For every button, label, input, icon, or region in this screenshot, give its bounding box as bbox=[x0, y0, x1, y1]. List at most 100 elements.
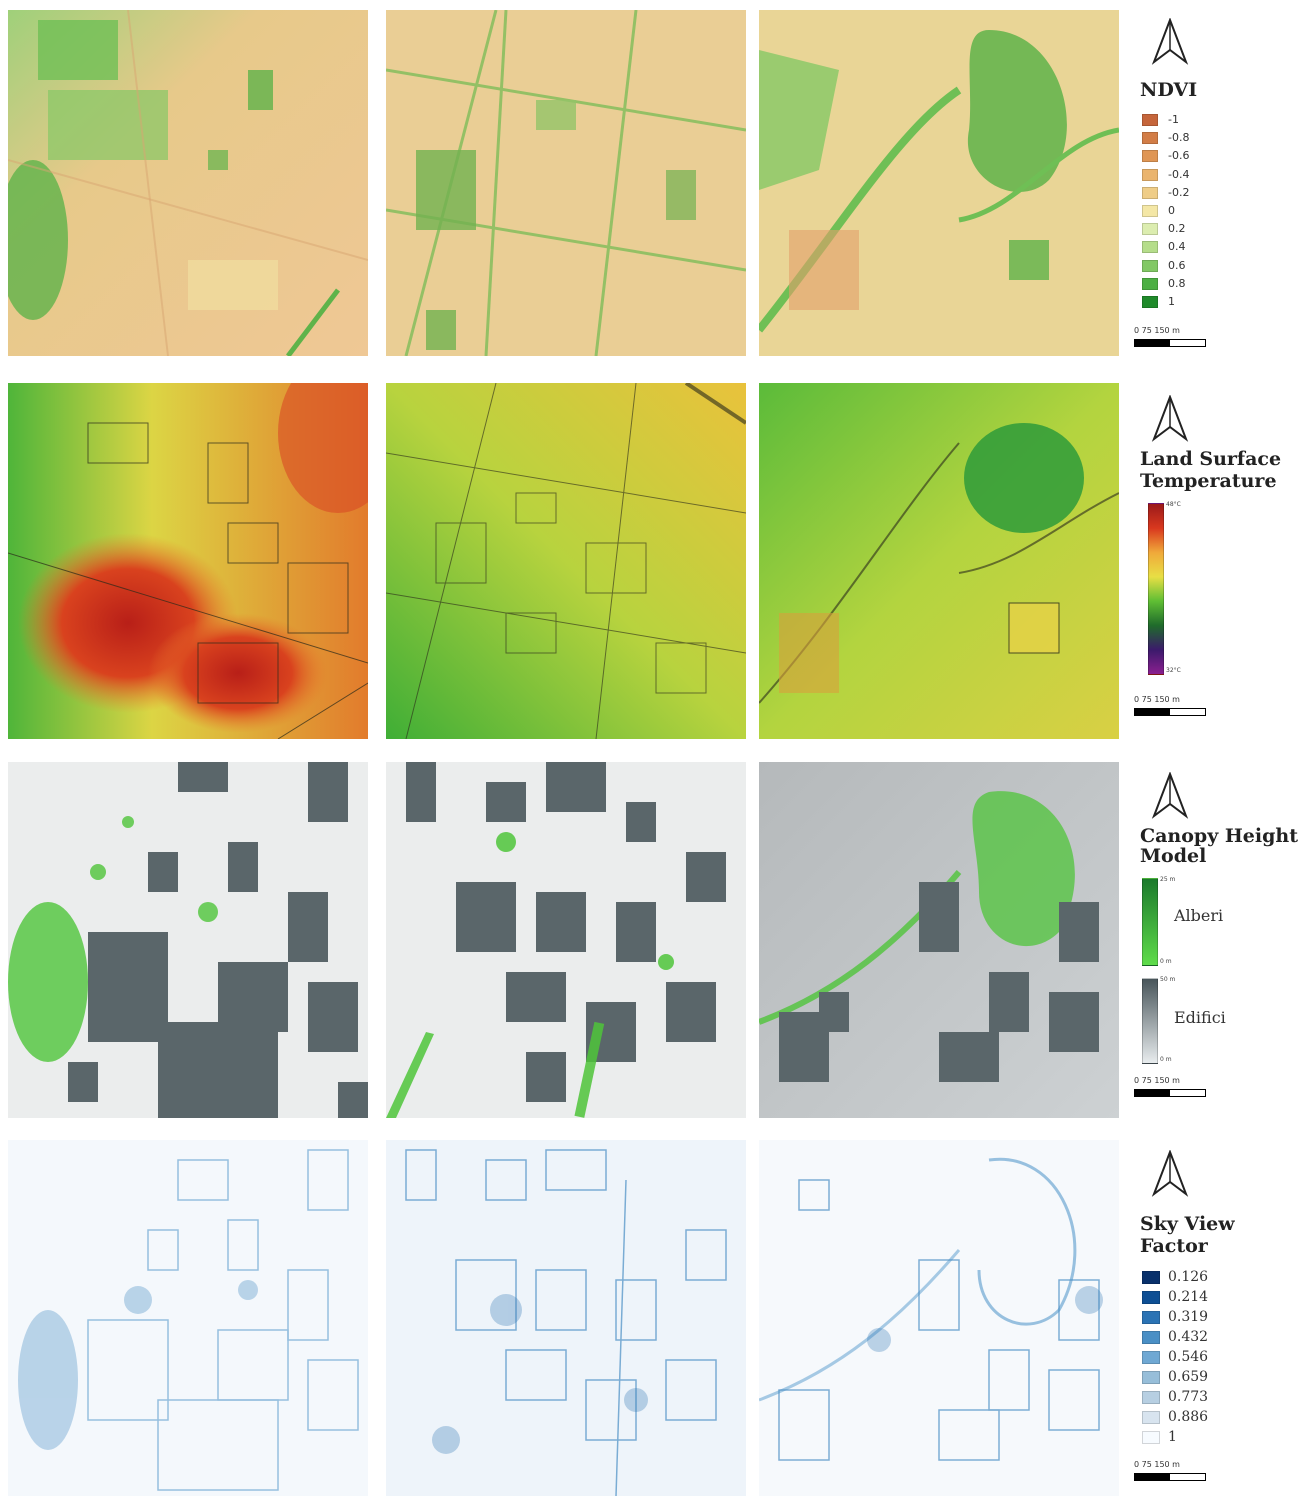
scale-bar-labels: 0 75 150 m bbox=[1134, 326, 1180, 335]
lst-ramp-min: 32°C bbox=[1166, 667, 1181, 674]
lst-color-ramp bbox=[1148, 503, 1164, 675]
legend-label: 0.773 bbox=[1168, 1389, 1209, 1405]
ndvi-legend-item: 0.4 bbox=[1142, 239, 1186, 254]
ndvi-legend-item: 0.2 bbox=[1142, 221, 1186, 236]
legend-swatch bbox=[1142, 277, 1158, 290]
svf-map-area-1 bbox=[8, 1140, 368, 1496]
svf-legend-item: 0.546 bbox=[1142, 1348, 1208, 1366]
legend-label: 0.214 bbox=[1168, 1289, 1209, 1305]
legend-label: -0.6 bbox=[1168, 149, 1190, 163]
ndvi-legend-item: -0.6 bbox=[1142, 148, 1189, 163]
legend-swatch bbox=[1142, 132, 1158, 145]
legend-label: 0.126 bbox=[1168, 1269, 1209, 1285]
legend-label: 0.546 bbox=[1168, 1349, 1209, 1365]
legend-swatch bbox=[1142, 1390, 1160, 1404]
legend-swatch bbox=[1142, 114, 1158, 126]
ndvi-legend-item: -0.2 bbox=[1142, 185, 1189, 200]
legend-swatch bbox=[1142, 168, 1158, 181]
legend-swatch bbox=[1142, 1270, 1160, 1284]
svf-legend-title-line1: Sky View bbox=[1140, 1213, 1235, 1235]
scale-bar-labels: 0 75 150 m bbox=[1134, 1076, 1180, 1085]
lst-map-area-1 bbox=[8, 383, 368, 739]
legend-label: 0.4 bbox=[1168, 240, 1186, 254]
svf-legend-item: 0.214 bbox=[1142, 1288, 1208, 1306]
legend-label: 0.659 bbox=[1168, 1369, 1209, 1385]
legend-swatch bbox=[1142, 223, 1158, 236]
north-arrow-icon bbox=[1151, 395, 1189, 442]
ndvi-legend-item: 0.8 bbox=[1142, 276, 1186, 291]
north-arrow-icon bbox=[1151, 1150, 1189, 1197]
svf-map-area-3 bbox=[759, 1140, 1119, 1496]
north-arrow-icon bbox=[1151, 772, 1189, 819]
svf-legend-item: 0.659 bbox=[1142, 1368, 1208, 1386]
svf-legend-item: 0.773 bbox=[1142, 1388, 1208, 1406]
ndvi-legend-item: 1 bbox=[1142, 294, 1175, 309]
legend-swatch bbox=[1142, 241, 1158, 254]
ndvi-map-area-1 bbox=[8, 10, 368, 356]
legend-label: -0.2 bbox=[1168, 185, 1190, 199]
lst-legend-title-line1: Land Surface bbox=[1140, 448, 1282, 470]
legend-swatch bbox=[1142, 186, 1158, 199]
legend-label: 0.319 bbox=[1168, 1309, 1209, 1325]
chm-legend: Canopy Height Model 25 m 0 m Alberi 50 m… bbox=[1130, 772, 1300, 1112]
svf-legend-item: 0.886 bbox=[1142, 1408, 1208, 1426]
chm-buildings-max: 50 m bbox=[1160, 976, 1176, 983]
svf-map-area-2 bbox=[386, 1140, 746, 1496]
chm-buildings-label: Edifici bbox=[1174, 1008, 1226, 1027]
legend-label: 0.2 bbox=[1168, 222, 1186, 236]
legend-swatch bbox=[1142, 150, 1158, 163]
lst-map-area-3 bbox=[759, 383, 1119, 739]
legend-label: 1 bbox=[1168, 1429, 1177, 1445]
ndvi-legend-item: -1 bbox=[1142, 112, 1179, 127]
chm-trees-max: 25 m bbox=[1160, 876, 1176, 883]
legend-swatch bbox=[1142, 1350, 1160, 1364]
legend-swatch bbox=[1142, 1330, 1160, 1344]
chm-map-area-2 bbox=[386, 762, 746, 1118]
legend-label: -0.4 bbox=[1168, 167, 1190, 181]
ndvi-legend-item: 0.6 bbox=[1142, 258, 1186, 273]
legend-swatch bbox=[1142, 205, 1158, 217]
legend-label: 1 bbox=[1168, 295, 1175, 308]
lst-scale-bar: 0 75 150 m bbox=[1134, 695, 1214, 719]
legend-label: -1 bbox=[1168, 113, 1179, 126]
scale-bar-labels: 0 75 150 m bbox=[1134, 695, 1180, 704]
lst-legend: Land Surface Temperature 48°C 32°C 0 75 … bbox=[1130, 395, 1300, 735]
ndvi-legend-item: -0.4 bbox=[1142, 167, 1189, 182]
chm-legend-title-line2: Model bbox=[1140, 845, 1207, 867]
legend-swatch bbox=[1142, 1370, 1160, 1384]
ndvi-scale-bar: 0 75 150 m bbox=[1134, 326, 1214, 350]
svf-legend-item: 0.319 bbox=[1142, 1308, 1208, 1326]
svf-legend-item: 0.126 bbox=[1142, 1268, 1208, 1286]
chm-legend-title-line1: Canopy Height bbox=[1140, 825, 1298, 847]
lst-ramp-max: 48°C bbox=[1166, 501, 1181, 508]
legend-label: -0.8 bbox=[1168, 131, 1190, 145]
legend-swatch bbox=[1142, 296, 1158, 308]
legend-swatch bbox=[1142, 1430, 1160, 1444]
svf-legend-item: 0.432 bbox=[1142, 1328, 1208, 1346]
ndvi-legend-item: -0.8 bbox=[1142, 130, 1189, 145]
ndvi-legend: NDVI -1 -0.8 -0.6 -0.4 -0.2 0 0.2 0.4 0.6 0.8 1 0 … bbox=[1130, 18, 1300, 358]
ndvi-legend-item: 0 bbox=[1142, 203, 1175, 218]
legend-swatch bbox=[1142, 259, 1158, 272]
chm-buildings-ramp bbox=[1142, 978, 1158, 1064]
legend-label: 0 bbox=[1168, 204, 1175, 217]
ndvi-map-area-2 bbox=[386, 10, 746, 356]
lst-legend-title-line2: Temperature bbox=[1140, 470, 1277, 492]
svf-legend: Sky View Factor 0.126 0.214 0.319 0.432 0.54… bbox=[1130, 1150, 1300, 1495]
svf-legend-item: 1 bbox=[1142, 1428, 1177, 1446]
chm-trees-ramp bbox=[1142, 878, 1158, 966]
ndvi-map-area-3 bbox=[759, 10, 1119, 356]
chm-buildings-min: 0 m bbox=[1160, 1056, 1172, 1063]
legend-label: 0.886 bbox=[1168, 1409, 1209, 1425]
legend-label: 0.8 bbox=[1168, 276, 1186, 290]
svf-scale-bar: 0 75 150 m bbox=[1134, 1460, 1214, 1484]
chm-scale-bar: 0 75 150 m bbox=[1134, 1076, 1214, 1100]
chm-map-area-3 bbox=[759, 762, 1119, 1118]
legend-swatch bbox=[1142, 1310, 1160, 1324]
lst-map-area-2 bbox=[386, 383, 746, 739]
legend-swatch bbox=[1142, 1410, 1160, 1424]
chm-trees-min: 0 m bbox=[1160, 958, 1172, 965]
chm-map-area-1 bbox=[8, 762, 368, 1118]
legend-label: 0.6 bbox=[1168, 258, 1186, 272]
svf-legend-title-line2: Factor bbox=[1140, 1235, 1208, 1257]
